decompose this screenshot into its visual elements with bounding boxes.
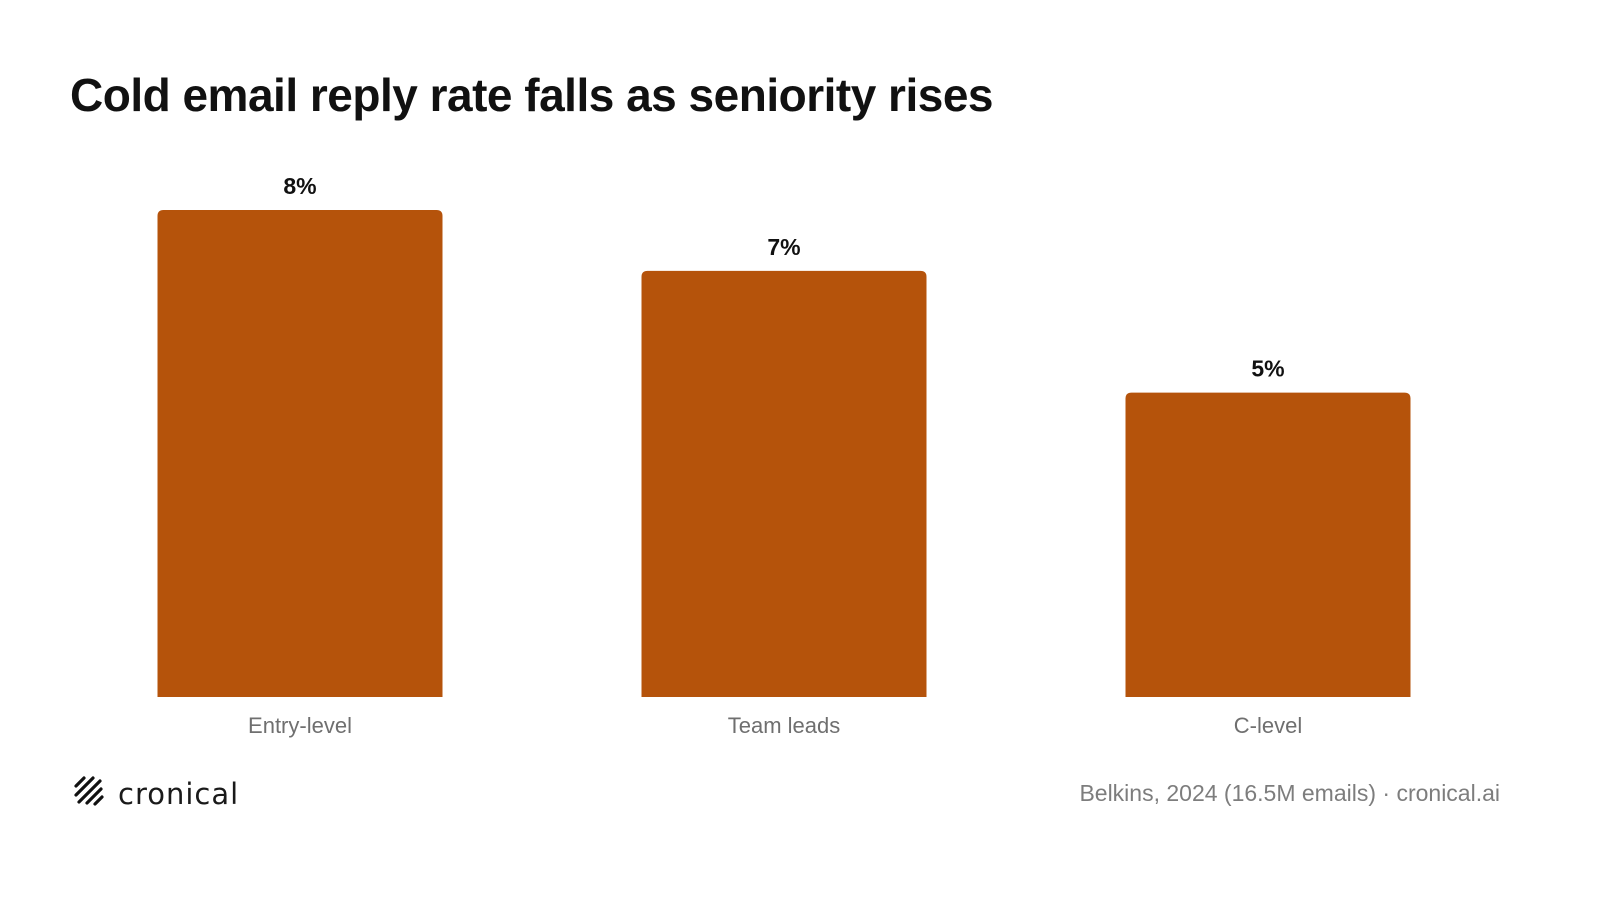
bar-team-leads xyxy=(641,270,927,697)
chart-title: Cold email reply rate falls as seniority… xyxy=(70,69,994,121)
brand-name: cronical xyxy=(118,776,240,811)
data-label: 7% xyxy=(767,234,800,260)
bar-c-level xyxy=(1125,392,1411,697)
data-label: 5% xyxy=(1251,356,1284,382)
source-note: Belkins, 2024 (16.5M emails) · cronical.… xyxy=(1079,780,1500,806)
x-tick-label: Entry-level xyxy=(248,713,352,738)
data-label: 8% xyxy=(283,173,316,199)
brand-logo[interactable]: cronical xyxy=(74,776,239,811)
bar-entry-level xyxy=(157,210,443,697)
x-tick-label: Team leads xyxy=(728,713,841,738)
hatched-slashes-logo-icon xyxy=(74,776,104,811)
bar-chart: 8% Entry-level 7% Team leads 5% C-level xyxy=(157,173,1411,738)
x-tick-label: C-level xyxy=(1234,713,1302,738)
